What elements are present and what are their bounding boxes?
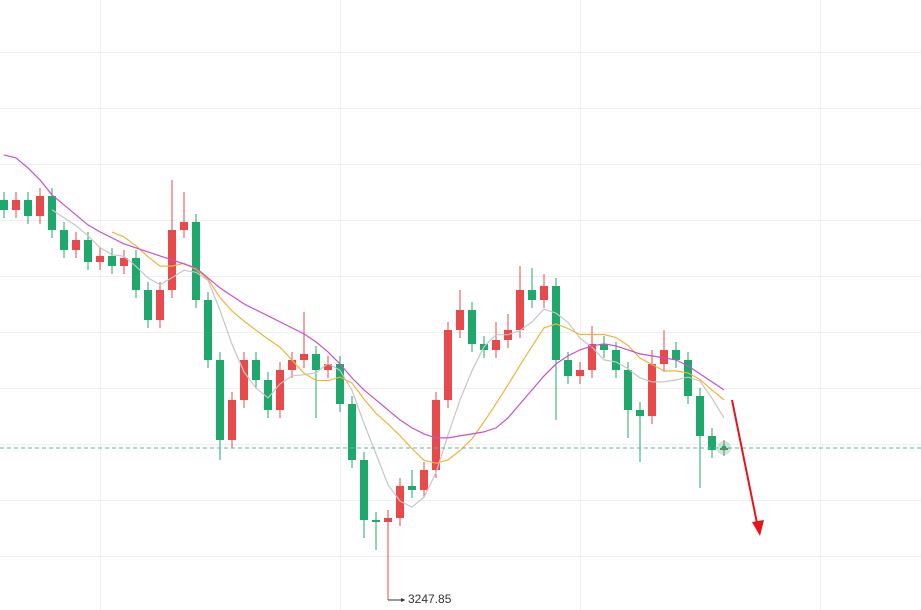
candle-body (132, 258, 140, 290)
candle-body (552, 286, 560, 360)
candle-body (336, 364, 344, 404)
candle-body (672, 350, 680, 360)
candle-body (648, 364, 656, 416)
candle-body (228, 400, 236, 440)
candle-body (432, 400, 440, 470)
candle-body (588, 344, 596, 370)
candle-body (288, 360, 296, 370)
candle-body (0, 200, 8, 210)
candle-body (360, 460, 368, 520)
candle-body (216, 360, 224, 440)
moving-average-line (111, 231, 725, 464)
candle-body (276, 370, 284, 410)
candle-body (156, 290, 164, 320)
candle-body (468, 310, 476, 344)
candle-body (696, 396, 704, 436)
candle-body (708, 436, 716, 450)
candle-body (624, 370, 632, 410)
candle-body (576, 370, 584, 376)
candle-body (24, 200, 32, 216)
candle-body (72, 240, 80, 250)
candle-body (396, 486, 404, 518)
candle-body (684, 360, 692, 396)
candle-body (180, 222, 188, 230)
candle-body (564, 360, 572, 376)
candle-body (108, 256, 116, 266)
candle-body (660, 350, 668, 364)
candle-body (600, 344, 608, 350)
trend-arrow-line (731, 399, 759, 529)
candle-body (204, 300, 212, 360)
candle-body (516, 290, 524, 330)
candle-body (60, 230, 68, 250)
candle-body (12, 200, 20, 210)
candle-body (192, 222, 200, 300)
candle-body (240, 360, 248, 400)
candles (0, 180, 728, 600)
crosshair-dot (721, 445, 727, 451)
candle-body (384, 518, 392, 522)
candle-body (252, 360, 260, 380)
candle-body (120, 258, 128, 266)
candle-body (36, 196, 44, 216)
vertical-grid (100, 0, 821, 610)
candle-body (372, 520, 380, 522)
candle-body (408, 486, 416, 490)
moving-average-line (3, 154, 725, 439)
candle-body (300, 354, 308, 360)
candle-body (96, 256, 104, 262)
low-price-label: 3247.85 (408, 592, 452, 606)
candle-body (540, 286, 548, 300)
candle-body (528, 290, 536, 300)
low-marker-arrow (401, 598, 405, 602)
candle-body (312, 354, 320, 370)
candle-body (492, 340, 500, 350)
candle-body (456, 310, 464, 330)
candle-body (144, 290, 152, 320)
candle-body (444, 330, 452, 400)
candle-body (264, 380, 272, 410)
candle-body (48, 196, 56, 230)
moving-average-line (51, 209, 725, 508)
candle-body (636, 410, 644, 416)
candle-body (324, 364, 332, 370)
candle-body (612, 350, 620, 370)
trend-arrow-head (752, 520, 764, 536)
candle-body (84, 240, 92, 262)
candle-body (420, 470, 428, 490)
candle-body (348, 404, 356, 460)
